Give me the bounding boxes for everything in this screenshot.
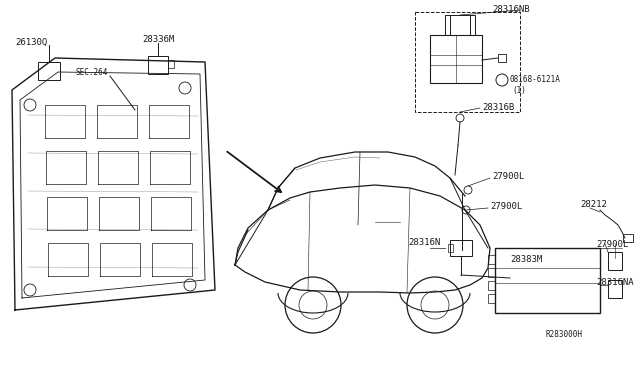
Text: 27900L: 27900L — [596, 240, 628, 249]
Bar — [608, 280, 622, 298]
Text: 26130Q: 26130Q — [15, 38, 47, 47]
Bar — [168, 60, 174, 68]
Text: 28316NA: 28316NA — [596, 278, 634, 287]
Bar — [488, 268, 495, 277]
Bar — [448, 244, 453, 252]
Text: 28383M: 28383M — [510, 255, 542, 264]
Bar — [608, 252, 622, 270]
Text: 27900L: 27900L — [490, 202, 522, 211]
Text: 28336M: 28336M — [142, 35, 174, 44]
Bar — [430, 35, 482, 83]
Bar — [488, 294, 495, 303]
Bar — [148, 56, 168, 74]
Bar — [488, 255, 495, 264]
Text: 27900L: 27900L — [492, 172, 524, 181]
Bar — [488, 281, 495, 290]
Bar — [495, 248, 600, 313]
Text: 28316N: 28316N — [408, 238, 440, 247]
Bar — [498, 54, 506, 62]
Text: 08168-6121A: 08168-6121A — [509, 75, 560, 84]
Bar — [623, 234, 633, 242]
Bar — [38, 62, 60, 80]
Bar — [415, 12, 520, 112]
Text: 28212: 28212 — [580, 200, 607, 209]
Text: R283000H: R283000H — [545, 330, 582, 339]
Text: 28316NB: 28316NB — [492, 5, 530, 14]
Text: (1): (1) — [512, 86, 526, 95]
Text: 28316B: 28316B — [482, 103, 515, 112]
Bar — [445, 15, 475, 35]
Text: SEC.264: SEC.264 — [75, 68, 108, 77]
Bar — [450, 240, 472, 256]
